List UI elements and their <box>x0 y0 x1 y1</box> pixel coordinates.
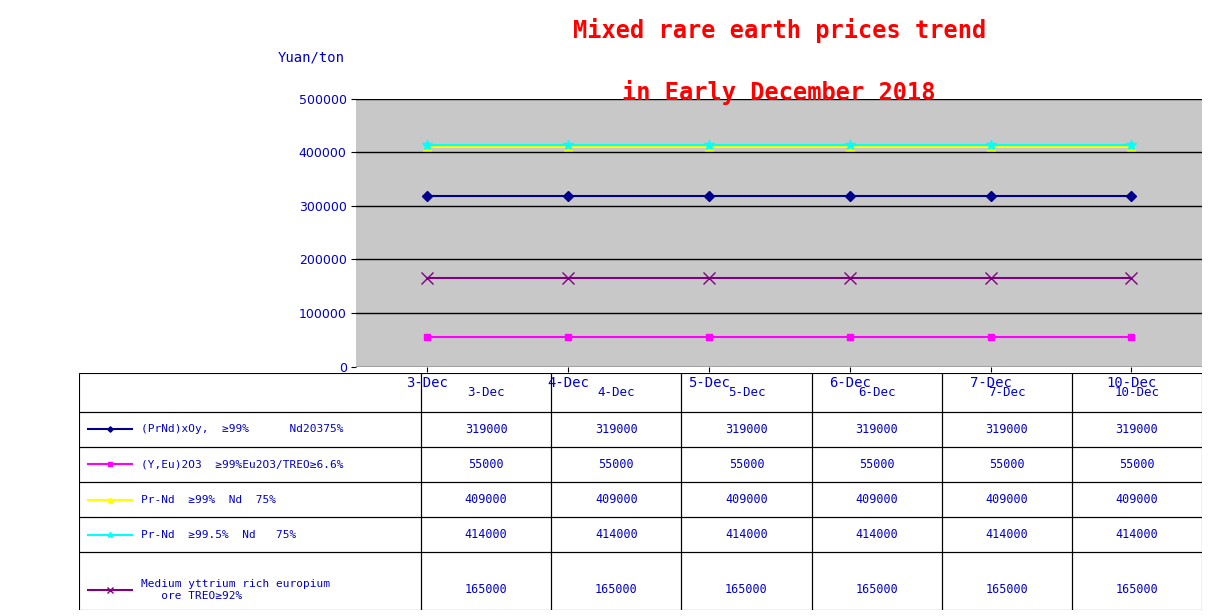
Bar <box>422 482 551 517</box>
Bar <box>422 412 551 447</box>
Bar <box>681 412 812 447</box>
Text: 55000: 55000 <box>469 458 504 471</box>
Text: 165000: 165000 <box>1115 583 1158 596</box>
Text: 165000: 165000 <box>596 583 638 596</box>
Text: 414000: 414000 <box>465 528 507 541</box>
Bar <box>1071 447 1202 482</box>
Text: 319000: 319000 <box>855 423 898 436</box>
Text: 55000: 55000 <box>989 458 1024 471</box>
Bar <box>681 552 812 610</box>
Text: 414000: 414000 <box>725 528 768 541</box>
Bar <box>79 412 422 447</box>
Text: (PrNd)xOy,  ≥99%      Nd20375%: (PrNd)xOy, ≥99% Nd20375% <box>141 424 344 434</box>
Bar <box>681 373 812 412</box>
Text: 55000: 55000 <box>1119 458 1155 471</box>
Text: 409000: 409000 <box>855 493 898 506</box>
Bar <box>79 517 422 552</box>
Text: Medium yttrium rich europium
   ore TREO≥92%: Medium yttrium rich europium ore TREO≥92… <box>141 579 331 601</box>
Text: Yuan/ton: Yuan/ton <box>278 51 344 65</box>
Bar <box>942 373 1071 412</box>
Bar <box>942 517 1071 552</box>
Bar <box>422 447 551 482</box>
Bar <box>1071 552 1202 610</box>
Bar <box>551 447 681 482</box>
Bar <box>422 552 551 610</box>
Text: 7-Dec: 7-Dec <box>988 386 1026 399</box>
Text: 55000: 55000 <box>598 458 634 471</box>
Text: 165000: 165000 <box>986 583 1028 596</box>
Bar <box>812 552 942 610</box>
Bar <box>812 373 942 412</box>
Text: 319000: 319000 <box>725 423 768 436</box>
Text: 319000: 319000 <box>596 423 638 436</box>
Bar <box>422 517 551 552</box>
Text: 165000: 165000 <box>855 583 898 596</box>
Bar <box>942 412 1071 447</box>
Bar <box>812 517 942 552</box>
Text: 414000: 414000 <box>986 528 1028 541</box>
Text: 409000: 409000 <box>596 493 638 506</box>
Bar <box>812 482 942 517</box>
Text: 55000: 55000 <box>728 458 765 471</box>
Bar <box>942 552 1071 610</box>
Bar <box>681 447 812 482</box>
Text: 55000: 55000 <box>859 458 894 471</box>
Text: 3-Dec: 3-Dec <box>467 386 505 399</box>
Text: (Y,Eu)2O3  ≥99%Eu2O3/TREO≥6.6%: (Y,Eu)2O3 ≥99%Eu2O3/TREO≥6.6% <box>141 460 344 469</box>
Bar <box>1071 482 1202 517</box>
Bar <box>551 517 681 552</box>
Text: 10-Dec: 10-Dec <box>1115 386 1160 399</box>
Bar <box>551 412 681 447</box>
Text: 6-Dec: 6-Dec <box>858 386 895 399</box>
Text: 5-Dec: 5-Dec <box>727 386 765 399</box>
Bar <box>79 552 422 610</box>
Bar <box>422 373 551 412</box>
Text: 319000: 319000 <box>986 423 1028 436</box>
Bar <box>812 447 942 482</box>
Text: 4-Dec: 4-Dec <box>598 386 635 399</box>
Text: 414000: 414000 <box>596 528 638 541</box>
Bar <box>551 552 681 610</box>
Text: 409000: 409000 <box>986 493 1028 506</box>
Text: Pr-Nd  ≥99%  Nd  75%: Pr-Nd ≥99% Nd 75% <box>141 495 277 505</box>
Text: 409000: 409000 <box>1115 493 1158 506</box>
Text: 165000: 165000 <box>465 583 507 596</box>
Bar <box>942 482 1071 517</box>
Bar <box>812 412 942 447</box>
Text: Pr-Nd  ≥99.5%  Nd   75%: Pr-Nd ≥99.5% Nd 75% <box>141 530 297 540</box>
Text: 409000: 409000 <box>465 493 507 506</box>
Bar <box>79 482 422 517</box>
Bar <box>1071 373 1202 412</box>
Text: 319000: 319000 <box>1115 423 1158 436</box>
Text: 319000: 319000 <box>465 423 507 436</box>
Text: in Early December 2018: in Early December 2018 <box>622 80 936 105</box>
Text: 414000: 414000 <box>855 528 898 541</box>
Bar <box>942 447 1071 482</box>
Text: 165000: 165000 <box>725 583 768 596</box>
Text: Mixed rare earth prices trend: Mixed rare earth prices trend <box>573 18 986 44</box>
Bar <box>1071 412 1202 447</box>
Bar <box>1071 517 1202 552</box>
Text: 414000: 414000 <box>1115 528 1158 541</box>
Bar <box>551 373 681 412</box>
Bar <box>681 482 812 517</box>
Bar <box>79 373 422 412</box>
Bar <box>681 517 812 552</box>
Text: 409000: 409000 <box>725 493 768 506</box>
Bar <box>79 447 422 482</box>
Bar <box>551 482 681 517</box>
